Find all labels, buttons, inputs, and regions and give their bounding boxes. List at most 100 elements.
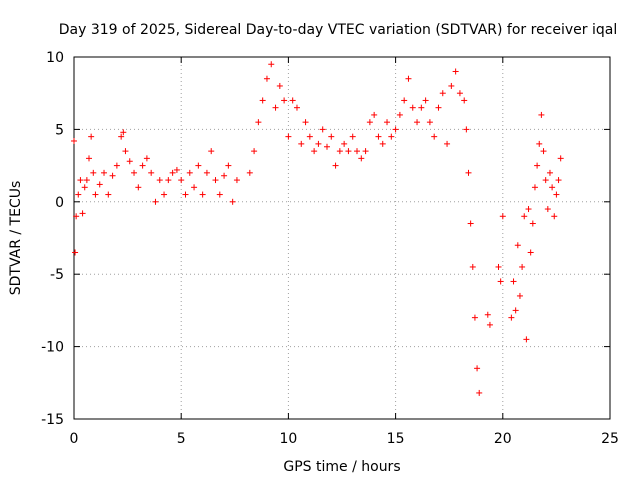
data-point (302, 119, 309, 126)
data-point (199, 191, 206, 198)
data-point (396, 111, 403, 118)
data-point (422, 97, 429, 104)
data-point (358, 155, 365, 162)
data-point (83, 177, 90, 184)
data-point (135, 184, 142, 191)
data-point (73, 213, 80, 220)
data-point (118, 133, 125, 140)
data-point (405, 75, 412, 82)
data-point (484, 311, 491, 318)
data-point (465, 169, 472, 176)
data-point (514, 242, 521, 249)
data-point (173, 166, 180, 173)
data-point (182, 191, 189, 198)
data-point (529, 220, 536, 227)
data-point (293, 104, 300, 111)
data-point (519, 263, 526, 270)
data-point (216, 191, 223, 198)
data-point (409, 104, 416, 111)
data-point (328, 133, 335, 140)
data-point (255, 119, 262, 126)
data-point (544, 206, 551, 213)
data-point (444, 140, 451, 147)
data-point (452, 68, 459, 75)
data-point (131, 169, 138, 176)
data-point (113, 162, 120, 169)
data-point (298, 140, 305, 147)
data-point (251, 148, 258, 155)
data-point (525, 206, 532, 213)
data-point (109, 172, 116, 179)
data-point (471, 314, 478, 321)
data-point (418, 104, 425, 111)
data-point (143, 155, 150, 162)
data-point (375, 133, 382, 140)
data-point (165, 177, 172, 184)
x-tick-label: 25 (601, 431, 619, 447)
data-point (435, 104, 442, 111)
data-point (105, 191, 112, 198)
data-point (461, 97, 468, 104)
data-point (516, 292, 523, 299)
data-point (208, 148, 215, 155)
data-point (86, 155, 93, 162)
data-point (289, 97, 296, 104)
data-point (354, 148, 361, 155)
data-point (534, 162, 541, 169)
data-point (276, 82, 283, 89)
data-point (366, 119, 373, 126)
x-tick-label: 20 (494, 431, 512, 447)
data-point (139, 162, 146, 169)
data-point (72, 249, 79, 256)
data-point (229, 198, 236, 205)
data-point (191, 184, 198, 191)
x-tick-label: 15 (387, 431, 405, 447)
data-point (379, 140, 386, 147)
data-point (268, 61, 275, 68)
data-point (538, 111, 545, 118)
data-point (476, 389, 483, 396)
data-point (186, 169, 193, 176)
data-point (272, 104, 279, 111)
data-point (92, 191, 99, 198)
data-point (527, 249, 534, 256)
data-point (555, 177, 562, 184)
data-point (221, 172, 228, 179)
y-tick-label: -10 (41, 340, 64, 356)
y-axis-label: SDTVAR / TECUs (8, 181, 24, 296)
data-point (426, 119, 433, 126)
data-point (319, 126, 326, 133)
data-point (212, 177, 219, 184)
data-point (469, 263, 476, 270)
data-point (71, 137, 77, 144)
data-point (332, 162, 339, 169)
data-point (371, 111, 378, 118)
data-point (392, 126, 399, 133)
data-point (523, 336, 530, 343)
x-tick-label: 5 (177, 431, 186, 447)
data-point (203, 169, 210, 176)
data-point (101, 169, 108, 176)
x-tick-label: 10 (279, 431, 297, 447)
data-point (81, 184, 88, 191)
data-point (90, 169, 97, 176)
data-point (77, 177, 84, 184)
data-point (536, 140, 543, 147)
data-point (414, 119, 421, 126)
data-point (388, 133, 395, 140)
data-point (546, 169, 553, 176)
data-point (499, 213, 506, 220)
data-point (542, 177, 549, 184)
x-tick-label: 0 (70, 431, 79, 447)
y-tick-label: -5 (50, 267, 64, 283)
data-point (178, 177, 185, 184)
data-point (75, 191, 82, 198)
data-point (439, 90, 446, 97)
data-point (384, 119, 391, 126)
data-point (233, 177, 240, 184)
data-point (122, 148, 129, 155)
y-tick-label: 5 (55, 122, 64, 138)
data-point (195, 162, 202, 169)
data-point (467, 220, 474, 227)
